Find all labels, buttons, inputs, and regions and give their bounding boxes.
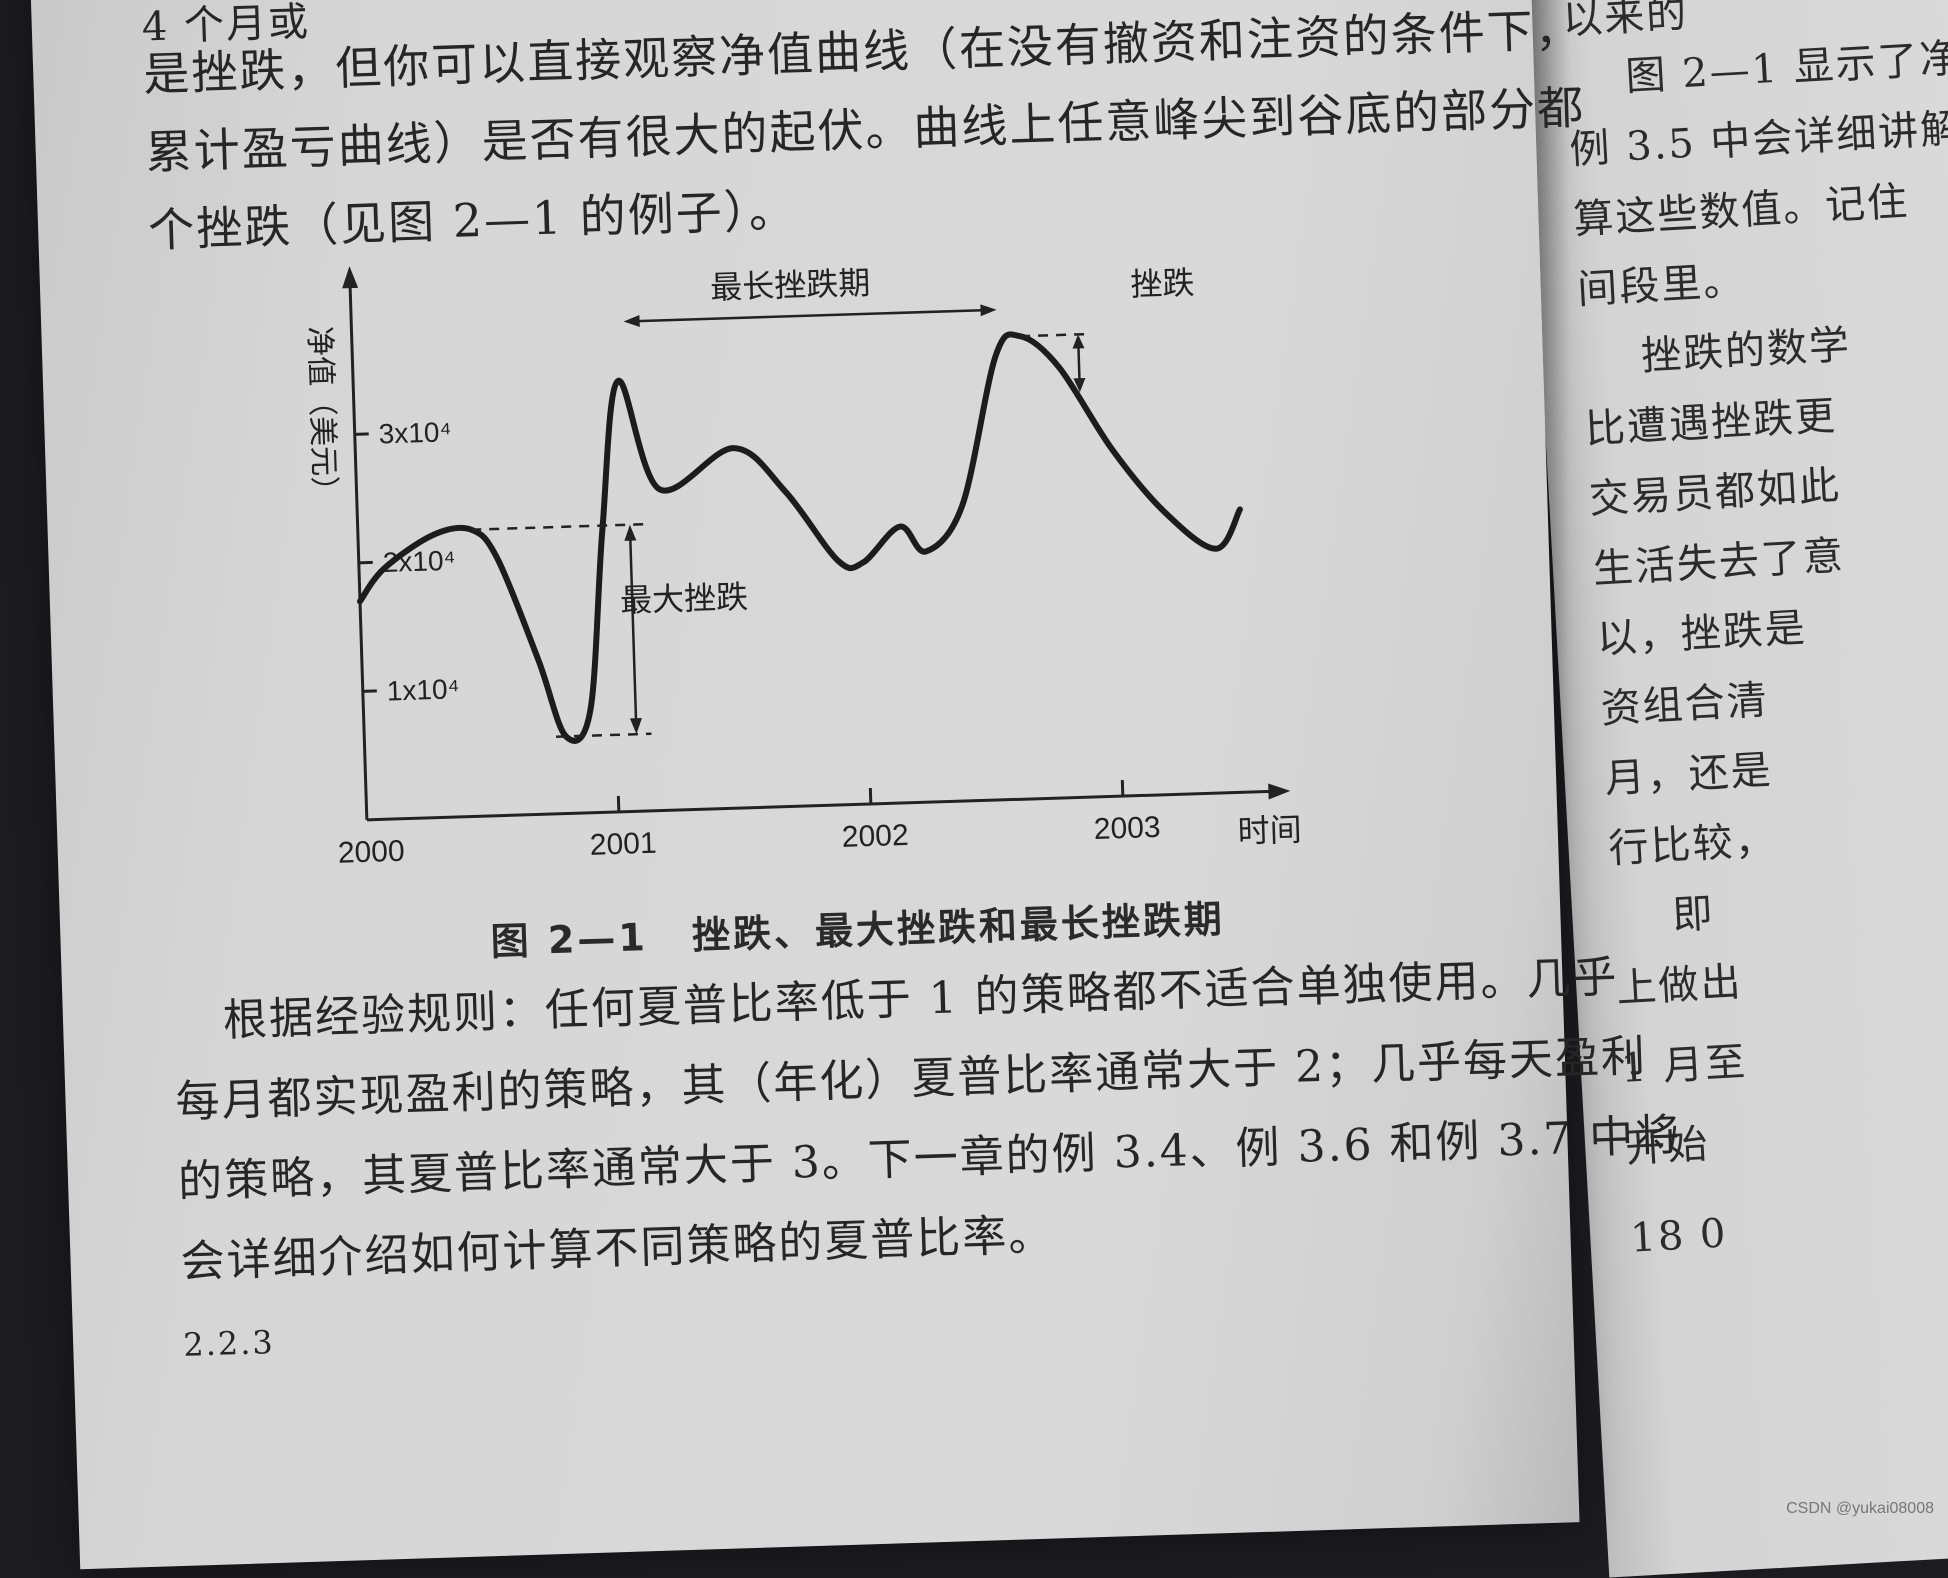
right-line: 算这些数值。记住 xyxy=(1572,169,1911,246)
longest-drawdown-arrow xyxy=(638,310,983,321)
figure-caption: 图 2—1 挫跌、最大挫跌和最长挫跌期 xyxy=(490,888,1226,966)
arrow-right-icon xyxy=(980,304,996,316)
y-axis xyxy=(350,280,367,820)
right-line: 即 xyxy=(1671,881,1716,941)
right-line: 交易员都如此 xyxy=(1587,453,1842,525)
right-line: 行比较， xyxy=(1607,807,1778,874)
caption-text: 挫跌、最大挫跌和最长挫跌期 xyxy=(691,897,1225,958)
top-line: 个挫跌（见图 2—1 的例子）。 xyxy=(147,174,798,260)
x-tick-label: 2001 xyxy=(589,827,657,862)
drawdown-arrow xyxy=(1078,346,1079,380)
right-line: 资组合清 xyxy=(1599,667,1770,734)
caption-number: 图 2—1 xyxy=(490,915,648,964)
x-tick-mark xyxy=(618,796,619,812)
book-spread: 以来的 图 2—1 显示了净 例 3.5 中会详细讲解 算这些数值。记住 间段里… xyxy=(0,0,1948,1524)
right-line: 挫跌的数学 xyxy=(1639,312,1852,382)
right-line: 18 0 xyxy=(1629,1210,1728,1261)
annotation-max-drawdown: 最大挫跌 xyxy=(620,579,749,619)
x-tick-mark xyxy=(870,788,871,804)
section-number: 2.2.3 xyxy=(183,1323,276,1364)
right-line: 间段里。 xyxy=(1576,248,1747,315)
x-axis-arrow-icon xyxy=(1268,783,1290,800)
annotation-longest-drawdown: 最长挫跌期 xyxy=(710,265,871,306)
watermark: CSDN @yukai08008 xyxy=(1786,1500,1934,1518)
x-tick-label: 2003 xyxy=(1093,811,1161,846)
y-axis-title: 净值（美元） xyxy=(302,326,341,507)
x-tick-mark xyxy=(1122,780,1123,796)
equity-curve xyxy=(352,327,1246,747)
guide-lines xyxy=(465,301,1100,739)
x-tick-label: 2002 xyxy=(841,819,909,854)
right-line: 生活失去了意 xyxy=(1591,523,1846,595)
x-tick-label: 2000 xyxy=(337,835,405,870)
arrow-left-icon xyxy=(623,315,639,327)
body-line: 会详细介绍如何计算不同策略的夏普比率。 xyxy=(180,1198,1056,1289)
y-axis-arrow-icon xyxy=(341,266,358,288)
x-axis-title: 时间 xyxy=(1237,811,1302,849)
y-tick-label: 3x10⁴ xyxy=(378,416,452,449)
right-line: 例 3.5 中会详细讲解 xyxy=(1568,96,1948,176)
right-line: 比遭遇挫跌更 xyxy=(1583,383,1838,455)
right-line: 上做出 xyxy=(1615,949,1744,1014)
y-tick-label: 1x10⁴ xyxy=(386,673,460,706)
arrow-down-icon xyxy=(630,718,642,734)
right-line: 以，挫跌是 xyxy=(1595,595,1808,665)
x-ticks: 2000 2001 2002 2003 xyxy=(336,779,1161,870)
left-page: 4 个月或 是挫跌，但你可以直接观察净值曲线（在没有撤资和注资的条件下， 累计盈… xyxy=(30,0,1580,1569)
right-page: 以来的 图 2—1 显示了净 例 3.5 中会详细讲解 算这些数值。记住 间段里… xyxy=(1520,0,1948,1578)
max-drawdown-arrow xyxy=(630,539,636,720)
annotation-drawdown: 挫跌 xyxy=(1130,265,1195,303)
arrow-up-icon xyxy=(1072,334,1084,348)
right-line: 月，还是 xyxy=(1603,737,1774,804)
arrow-up-icon xyxy=(624,525,636,541)
peak-dashed-line xyxy=(471,524,645,529)
